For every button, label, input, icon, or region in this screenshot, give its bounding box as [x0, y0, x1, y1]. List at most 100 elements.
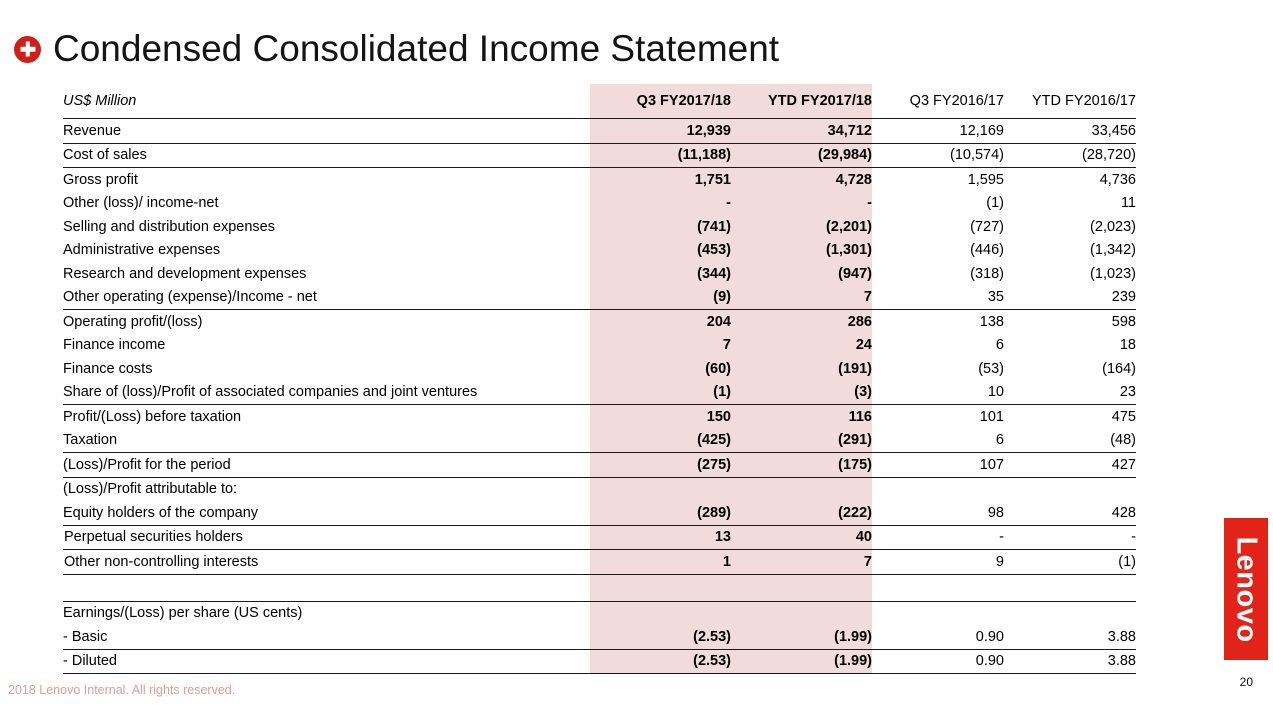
value-cell: (275)	[590, 452, 731, 478]
value-cell: (164)	[1102, 360, 1136, 377]
table-row: Revenue 12,939 34,712 12,169 33,456	[63, 118, 1136, 144]
table-row: Research and development expenses (344) (9…	[63, 262, 1136, 286]
value-cell: 286	[731, 309, 872, 334]
value-cell	[731, 477, 872, 501]
value-cell: (2,023)	[1090, 218, 1136, 235]
row-label: Other (loss)/ income-net	[63, 195, 219, 212]
value-cell: (1.99)	[731, 625, 872, 650]
value-cell: 12,169	[872, 118, 1004, 144]
value-cell: 11	[1120, 195, 1136, 212]
value-cell: 18	[1119, 337, 1136, 354]
value-cell: 35	[872, 285, 1004, 310]
row-label: Equity holders of the company	[63, 501, 590, 526]
value-cell: (11,188)	[590, 143, 731, 168]
value-cell: (175)	[731, 452, 872, 478]
value-cell: (2.53)	[590, 625, 731, 650]
value-cell: -	[590, 191, 731, 215]
value-cell: 428	[1004, 501, 1136, 526]
row-label: - Basic	[63, 625, 590, 650]
table-row: - Basic (2.53) (1.99) 0.90 3.88	[63, 625, 1136, 650]
table-row: Cost of sales (11,188) (29,984) (10,574) (28…	[63, 143, 1136, 168]
value-cell	[872, 601, 1004, 625]
value-cell	[731, 601, 872, 625]
table-body: Revenue 12,939 34,712 12,169 33,456 Cost of s…	[63, 118, 1136, 674]
table-row: Administrative expenses (453) (1,301) (446)…	[63, 238, 1136, 262]
value-cell: -	[872, 525, 1004, 550]
page-title: Condensed Consolidated Income Statement	[53, 28, 780, 69]
row-label: - Diluted	[63, 649, 590, 674]
value-cell: (1,342)	[1090, 242, 1136, 259]
row-label: Finance costs	[63, 360, 153, 377]
value-cell: 1,751	[590, 167, 731, 192]
value-cell: (222)	[731, 501, 872, 526]
unit-label: US$ Million	[63, 84, 590, 119]
value-cell: 24	[731, 333, 872, 357]
table-row: Perpetual securities holders 13 40- -	[63, 525, 1136, 550]
value-cell: (318)	[970, 265, 1004, 282]
row-label: Perpetual securities holders	[63, 525, 590, 550]
table-row: Other operating (expense)/Income - net (9…	[63, 285, 1136, 310]
row-label: Other operating (expense)/Income - net	[63, 285, 590, 310]
value-cell: 204	[590, 309, 731, 334]
value-cell: (446)	[970, 242, 1004, 259]
value-cell: (1)	[1004, 549, 1136, 575]
value-cell: 150	[590, 404, 731, 429]
table-row: (Loss)/Profit for the period (275) (175) 10…	[63, 452, 1136, 478]
value-cell: 107	[872, 452, 1004, 478]
column-header: Q3 FY2016/17	[872, 84, 1004, 119]
footer-copyright: 2018 Lenovo Internal. All rights reserve…	[8, 683, 236, 697]
table-row: Finance income 7 24 6 18	[63, 333, 1136, 357]
row-label: (Loss)/Profit for the period	[63, 452, 590, 478]
column-header: YTD FY2017/18	[731, 84, 872, 119]
value-cell: (2.53)	[590, 649, 731, 674]
value-cell: 40	[731, 525, 872, 550]
row-label: Administrative expenses	[63, 242, 221, 259]
value-cell: (53)	[978, 360, 1004, 377]
value-cell: (344)	[590, 262, 731, 286]
table-row: Profit/(Loss) before taxation 150 116 101 47…	[63, 404, 1136, 429]
row-label: Earnings/(Loss) per share (US cents)	[63, 605, 303, 622]
value-cell: 23	[1004, 380, 1136, 405]
table-row: Other (loss)/ income-net - - (1) 11	[63, 191, 1136, 215]
table-header-row: US$ Million Q3 FY2017/18 YTD FY2017/18 Q3 F…	[63, 84, 1136, 119]
value-cell: 33,456	[1004, 118, 1136, 144]
table-row: Share of (loss)/Profit of associated com…	[63, 380, 1136, 405]
row-label: Share of (loss)/Profit of associated com…	[63, 380, 590, 405]
row-label: (Loss)/Profit attributable to:	[63, 481, 238, 498]
value-cell: (29,984)	[731, 143, 872, 168]
table-row: Operating profit/(loss) 204 286 138 598	[63, 309, 1136, 334]
value-cell: 0.90	[872, 649, 1004, 674]
value-cell: (1,301)	[731, 238, 872, 262]
value-cell	[590, 477, 731, 501]
value-cell: (48)	[1004, 428, 1136, 453]
value-cell: 598	[1111, 313, 1136, 330]
value-cell: 34,712	[731, 118, 872, 144]
page-number: 20	[1239, 675, 1253, 689]
value-cell: 116	[731, 404, 872, 429]
row-label: Selling and distribution expenses	[63, 218, 275, 235]
value-cell: (425)	[590, 428, 731, 453]
row-label: Operating profit/(loss)	[63, 313, 203, 330]
value-cell: 475	[1111, 408, 1136, 425]
value-cell	[590, 574, 731, 602]
value-cell	[1004, 477, 1136, 501]
value-cell: 13	[590, 525, 731, 550]
value-cell: 101	[979, 408, 1004, 425]
value-cell: (289)	[590, 501, 731, 526]
value-cell: (453)	[590, 238, 731, 262]
title-row: Condensed Consolidated Income Statement	[14, 28, 779, 70]
lenovo-logo: Lenovo	[1224, 518, 1268, 660]
plus-circle-icon	[14, 35, 41, 63]
table-row: (Loss)/Profit attributable to:	[63, 477, 1136, 501]
table-row: Taxation (425) (291) 6 (48)	[63, 428, 1136, 453]
value-cell: (9)	[590, 285, 731, 310]
value-cell: (1)	[590, 380, 731, 405]
value-cell: (291)	[731, 428, 872, 453]
table-row: Selling and distribution expenses (741) (2…	[63, 215, 1136, 239]
value-cell: -	[731, 191, 872, 215]
value-cell: 1,595	[967, 171, 1004, 188]
column-header: YTD FY2016/17	[1004, 84, 1136, 119]
row-label: Research and development expenses	[63, 265, 307, 282]
value-cell: 6	[995, 337, 1004, 354]
